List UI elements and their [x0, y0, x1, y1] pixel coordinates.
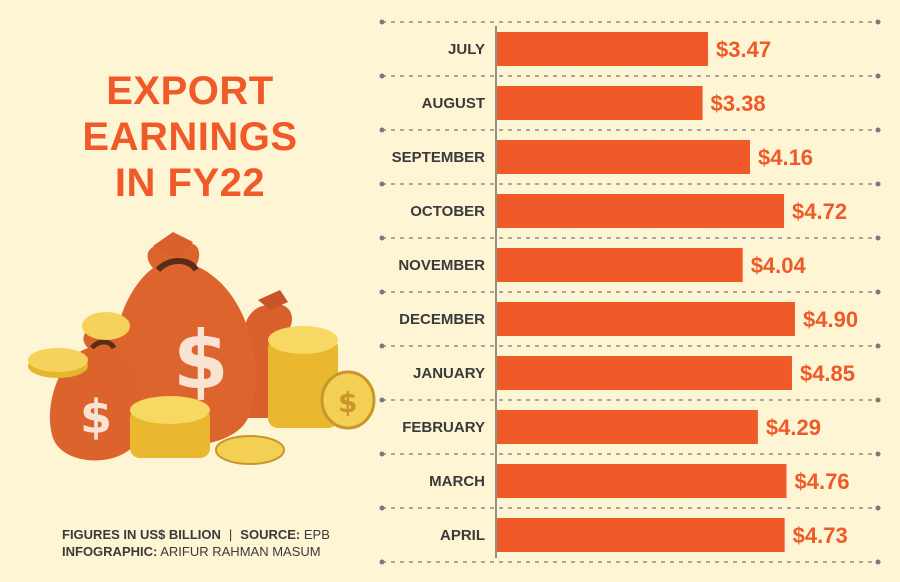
- grid-separator-dot: [875, 181, 881, 187]
- bar: [497, 194, 785, 228]
- source-label: SOURCE:: [240, 527, 301, 542]
- category-label: OCTOBER: [410, 203, 485, 220]
- source-value: EPB: [303, 527, 330, 542]
- value-label: $4.29: [766, 415, 821, 440]
- value-label: $4.73: [793, 523, 848, 548]
- grid-separator-dot: [875, 451, 881, 457]
- grid-separator-dot: [379, 397, 385, 403]
- category-label: SEPTEMBER: [392, 149, 486, 166]
- grid-separator-dot: [875, 505, 881, 511]
- category-label: AUGUST: [422, 95, 485, 112]
- coin-stacks-icon: $: [28, 312, 376, 465]
- grid-separator-dot: [379, 235, 385, 241]
- grid-separator-dot: [875, 19, 881, 25]
- grid-separator-dot: [379, 127, 385, 133]
- bar: [497, 86, 703, 120]
- category-label: JULY: [448, 41, 485, 58]
- category-label: MARCH: [429, 473, 485, 490]
- title-line-1: EXPORT: [106, 69, 274, 113]
- value-label: $4.76: [794, 469, 849, 494]
- grid-separator-dot: [875, 73, 881, 79]
- grid-separator-dot: [379, 181, 385, 187]
- footer-separator: |: [228, 527, 233, 542]
- svg-text:$: $: [80, 390, 112, 444]
- title-line-3: IN FY22: [114, 161, 266, 205]
- bar: [497, 356, 792, 390]
- grid-separator-dot: [379, 451, 385, 457]
- grid-separator-dot: [379, 343, 385, 349]
- grid-separator-dot: [875, 127, 881, 133]
- credit-value: ARIFUR RAHMAN MASUM: [160, 544, 321, 559]
- bar: [497, 464, 787, 498]
- footer-line-1: FIGURES IN US$ BILLION | SOURCE: EPB: [62, 526, 330, 543]
- category-label: DECEMBER: [399, 311, 485, 328]
- bar: [497, 410, 758, 444]
- grid-separator-dot: [875, 289, 881, 295]
- value-label: $4.85: [800, 361, 855, 386]
- value-label: $4.90: [803, 307, 858, 332]
- category-label: NOVEMBER: [398, 257, 485, 274]
- svg-text:$: $: [173, 314, 229, 407]
- bar: [497, 140, 750, 174]
- money-bags-coins-illustration: $ $ $: [28, 232, 376, 465]
- credit-label: INFOGRAPHIC:: [62, 544, 158, 559]
- bar: [497, 302, 795, 336]
- value-label: $4.04: [751, 253, 807, 278]
- footer-line-2: INFOGRAPHIC: ARIFUR RAHMAN MASUM: [62, 543, 330, 560]
- title-line-2: EARNINGS: [82, 115, 298, 159]
- bar: [497, 32, 709, 66]
- units-note: FIGURES IN US$ BILLION: [62, 527, 221, 542]
- value-label: $4.72: [792, 199, 847, 224]
- grid-separator-dot: [379, 289, 385, 295]
- bar: [497, 248, 743, 282]
- money-bag-large-icon: $: [111, 232, 256, 447]
- bar: [497, 518, 785, 552]
- grid-separator-dot: [875, 235, 881, 241]
- grid-separator-dot: [875, 343, 881, 349]
- grid-separator-dot: [379, 19, 385, 25]
- grid-separator-dot: [875, 559, 881, 565]
- category-label: APRIL: [440, 527, 485, 544]
- grid-separator-dot: [379, 505, 385, 511]
- grid-separator-dot: [379, 73, 385, 79]
- value-label: $4.16: [758, 145, 813, 170]
- grid-separator-dot: [379, 559, 385, 565]
- grid-separator-dot: [875, 397, 881, 403]
- category-label: JANUARY: [413, 365, 485, 382]
- category-label: FEBRUARY: [402, 419, 485, 436]
- chart-footer: FIGURES IN US$ BILLION | SOURCE: EPB INFOG…: [62, 526, 330, 560]
- svg-text:$: $: [338, 386, 357, 419]
- value-label: $3.47: [716, 37, 771, 62]
- chart-title: EXPORT EARNINGS IN FY22: [40, 68, 340, 206]
- value-label: $3.38: [711, 91, 766, 116]
